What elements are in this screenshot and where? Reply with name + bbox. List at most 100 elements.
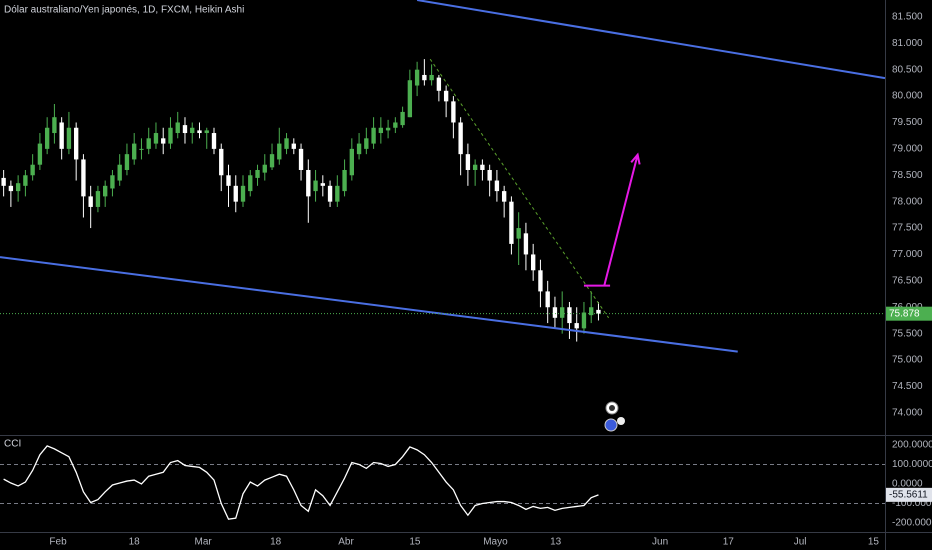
candle-body bbox=[465, 154, 471, 170]
candle-body bbox=[95, 191, 101, 207]
candle-body bbox=[277, 143, 282, 160]
candle-body bbox=[545, 291, 550, 308]
candle-body bbox=[248, 175, 253, 192]
candle-body bbox=[480, 164, 485, 170]
candle-body bbox=[175, 122, 180, 134]
candle-body bbox=[501, 191, 507, 202]
x-tick-label: Jun bbox=[652, 537, 668, 548]
candle-body bbox=[531, 254, 536, 271]
candle-body bbox=[335, 185, 340, 202]
candle-body bbox=[472, 164, 478, 170]
candle-body bbox=[538, 270, 543, 292]
value-label-box bbox=[886, 487, 932, 502]
y-tick-label: 77.000 bbox=[892, 249, 923, 260]
candle-body bbox=[400, 111, 405, 126]
candle-body bbox=[516, 228, 521, 239]
y-tick-label: 74.500 bbox=[892, 381, 923, 392]
candle-body bbox=[124, 154, 130, 170]
candle-body bbox=[342, 169, 347, 192]
y-tick-label: 80.000 bbox=[892, 91, 923, 102]
candle-body bbox=[349, 148, 354, 176]
candle-body bbox=[371, 127, 376, 144]
candle-body bbox=[436, 77, 442, 91]
candle-body bbox=[88, 196, 93, 207]
candle-body bbox=[168, 127, 173, 144]
x-tick-label: Mar bbox=[194, 537, 212, 548]
x-tick-label: 17 bbox=[723, 537, 735, 548]
candle-body bbox=[197, 130, 202, 134]
candle-body bbox=[23, 175, 28, 186]
candle-body bbox=[596, 309, 601, 314]
candle-body bbox=[44, 127, 50, 149]
y-tick-label: 74.000 bbox=[892, 407, 923, 418]
x-tick-label: 15 bbox=[868, 537, 880, 548]
candle-body bbox=[139, 148, 144, 150]
indicator-title: CCI bbox=[4, 439, 21, 450]
candle-body bbox=[414, 69, 420, 86]
y-tick-label: -200.0000 bbox=[892, 518, 932, 529]
candle-body bbox=[240, 185, 246, 202]
candle-body bbox=[1, 177, 6, 186]
candle-body bbox=[458, 122, 463, 155]
trend-line bbox=[416, 0, 886, 80]
y-tick-label: 100.0000 bbox=[892, 459, 932, 470]
y-tick-label: 79.500 bbox=[892, 117, 923, 128]
candle-body bbox=[30, 164, 35, 176]
trend-line bbox=[0, 256, 738, 353]
candle-body bbox=[182, 125, 188, 134]
candle-body bbox=[320, 183, 325, 186]
candle-body bbox=[574, 323, 579, 329]
candle-body bbox=[567, 307, 572, 324]
y-tick-label: 81.000 bbox=[892, 38, 923, 49]
candle-body bbox=[552, 307, 558, 318]
price-label: 75.878 bbox=[889, 308, 920, 319]
candle-body bbox=[219, 148, 224, 176]
x-tick-label: 15 bbox=[409, 537, 421, 548]
candle-body bbox=[429, 74, 434, 81]
candle-body bbox=[110, 175, 115, 189]
candle-body bbox=[132, 143, 137, 160]
candle-body bbox=[117, 164, 122, 181]
candle-body bbox=[52, 117, 57, 134]
candle-body bbox=[161, 138, 166, 144]
candle-body bbox=[269, 154, 275, 168]
icon[interactable] bbox=[604, 418, 618, 432]
candle-body bbox=[59, 122, 64, 149]
trend-line bbox=[603, 154, 639, 286]
candle-body bbox=[560, 307, 565, 318]
trend-line bbox=[429, 58, 610, 319]
x-tick-label: 18 bbox=[129, 537, 141, 548]
y-tick-label: 78.500 bbox=[892, 170, 923, 181]
candle-body bbox=[589, 307, 594, 316]
candle-body bbox=[523, 233, 529, 255]
x-tick-label: 18 bbox=[270, 537, 282, 548]
candle-body bbox=[581, 312, 587, 329]
x-tick-label: 13 bbox=[550, 537, 562, 548]
y-tick-label: 81.500 bbox=[892, 12, 923, 23]
candle-body bbox=[327, 185, 333, 202]
candle-body bbox=[255, 169, 260, 178]
candle-body bbox=[66, 127, 72, 149]
candle-body bbox=[146, 138, 151, 149]
candle-body bbox=[407, 80, 413, 118]
y-tick-label: 75.500 bbox=[892, 328, 923, 339]
candle-body bbox=[211, 133, 217, 149]
y-tick-label: -100.0000 bbox=[892, 498, 932, 509]
x-tick-label: Mayo bbox=[483, 537, 508, 548]
candle-body bbox=[393, 122, 398, 128]
candle-body bbox=[15, 183, 21, 192]
price-label-box bbox=[886, 306, 932, 321]
chart-title: Dólar australiano/Yen japonés, 1D, FXCM,… bbox=[4, 5, 244, 16]
icon bbox=[609, 405, 615, 411]
candle-body bbox=[8, 185, 14, 192]
candle-body bbox=[103, 185, 108, 197]
candle-body bbox=[356, 143, 362, 155]
icons[interactable] bbox=[604, 401, 625, 432]
y-tick-label: 80.500 bbox=[892, 64, 923, 75]
x-tick-label: Jul bbox=[794, 537, 807, 548]
candle-body bbox=[443, 90, 449, 102]
candle-body bbox=[81, 159, 86, 197]
y-tick-label: 76.500 bbox=[892, 275, 923, 286]
